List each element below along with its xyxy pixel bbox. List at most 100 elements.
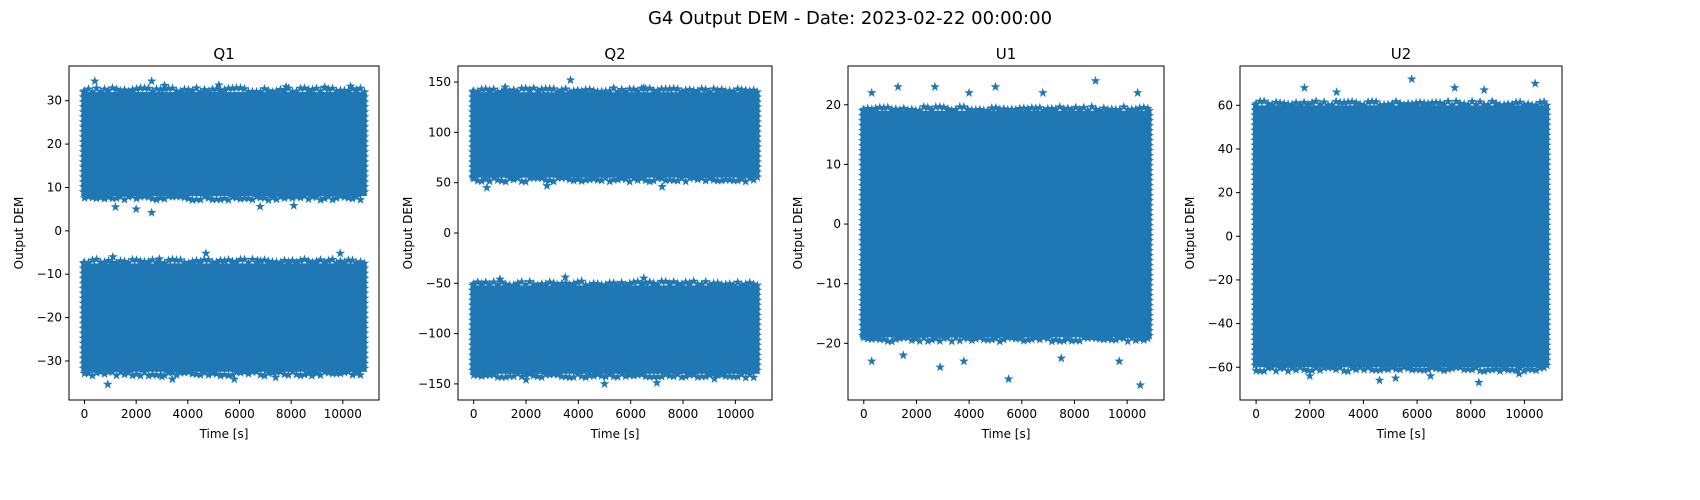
x-axis-label: Time [s] [590, 427, 640, 441]
outlier-point [565, 75, 576, 85]
y-tick-label: −150 [418, 377, 451, 391]
outlier-point [131, 204, 141, 214]
x-tick-label: 0 [470, 407, 478, 421]
panel-q1: Q1 0 2000 4000 6000 8000 10000 −30 −20 −10 0 10 20 30… [12, 45, 380, 441]
y-tick-label: 20 [826, 98, 841, 112]
x-axis-label: Time [s] [199, 427, 249, 441]
axes-frame [1239, 65, 1563, 401]
outlier-point [893, 81, 903, 91]
x-tick-label: 10000 [1505, 407, 1543, 421]
y-axis-label: Output DEM [12, 197, 26, 270]
y-tick-label: −50 [426, 276, 451, 290]
x-tick-label: 4000 [173, 407, 204, 421]
y-tick-label: 0 [443, 226, 451, 240]
panel-u2: U2 0 2000 4000 6000 8000 10000 −60 −40 −20 0 20 40 60… [1183, 45, 1563, 441]
outlier-point [964, 87, 974, 97]
point-band-1 [81, 92, 367, 197]
outlier-point [102, 379, 113, 389]
y-tick-label: 20 [1218, 186, 1233, 200]
y-tick-label: 0 [833, 217, 841, 231]
subplot-title: U2 [1391, 45, 1412, 63]
outlier-point [990, 81, 1001, 91]
y-tick-label: −20 [816, 336, 841, 350]
point-band-2 [81, 263, 367, 372]
y-tick-label: 10 [47, 180, 62, 194]
x-tick-label: 6000 [1007, 407, 1038, 421]
y-tick-label: 0 [54, 224, 62, 238]
y-tick-label: −30 [37, 354, 62, 368]
outlier-point [935, 362, 945, 372]
outlier-point [866, 356, 877, 366]
x-tick-label: 2000 [901, 407, 932, 421]
panel-u1: U1 0 2000 4000 6000 8000 10000 −20 −10 0 10 20 Time … [791, 45, 1165, 441]
outlier-point [1132, 87, 1143, 97]
x-tick-label: 6000 [1402, 407, 1433, 421]
outlier-point [1530, 78, 1540, 88]
outlier-point [1406, 74, 1417, 84]
outlier-point [1390, 373, 1401, 383]
y-tick-label: 150 [428, 75, 451, 89]
x-tick-label: 10000 [716, 407, 754, 421]
outlier-point [335, 248, 346, 258]
scatter-series [78, 76, 370, 389]
x-tick-label: 4000 [954, 407, 985, 421]
scatter-series [858, 75, 1154, 390]
x-axis-label: Time [s] [981, 427, 1031, 441]
x-tick-label: 2000 [1294, 407, 1325, 421]
point-band-1 [1253, 105, 1549, 368]
y-tick-label: −10 [37, 267, 62, 281]
x-tick-label: 0 [1252, 407, 1260, 421]
x-tick-label: 8000 [1059, 407, 1090, 421]
x-tick-label: 10000 [324, 407, 362, 421]
x-tick-label: 4000 [563, 407, 594, 421]
y-tick-label: 100 [428, 125, 451, 139]
outlier-point [146, 207, 157, 217]
x-tick-label: 8000 [276, 407, 307, 421]
y-tick-label: 10 [826, 157, 841, 171]
scatter-series [467, 75, 763, 389]
outlier-point [866, 87, 877, 97]
y-tick-label: 60 [1218, 98, 1233, 112]
outlier-point [1056, 353, 1067, 363]
y-tick-label: 20 [47, 137, 62, 151]
outlier-point [255, 201, 265, 211]
outlier-point [1299, 82, 1310, 92]
outlier-point [90, 76, 100, 86]
x-tick-label: 2000 [511, 407, 542, 421]
x-tick-label: 8000 [1455, 407, 1486, 421]
axes-frame [847, 65, 1165, 401]
subplot-title: Q2 [604, 45, 625, 63]
outlier-point [959, 356, 969, 366]
outlier-point [599, 378, 610, 389]
y-tick-label: 30 [47, 94, 62, 108]
x-tick-label: 2000 [121, 407, 152, 421]
y-axis-label: Output DEM [401, 197, 415, 270]
outlier-point [898, 350, 909, 360]
y-tick-label: 0 [1225, 229, 1233, 243]
outlier-point [1374, 375, 1385, 385]
subplot-title: U1 [996, 45, 1017, 63]
y-tick-label: −100 [418, 327, 451, 341]
x-tick-label: 10000 [1108, 407, 1146, 421]
axes-frame [68, 65, 380, 401]
y-tick-label: −20 [1208, 273, 1233, 287]
outlier-point [1003, 374, 1014, 384]
point-band-1 [860, 110, 1152, 338]
y-axis-label: Output DEM [791, 197, 805, 270]
outlier-point [1425, 370, 1436, 381]
x-tick-label: 6000 [224, 407, 255, 421]
x-tick-label: 8000 [668, 407, 699, 421]
outlier-point [1135, 380, 1146, 390]
subplot-title: Q1 [213, 45, 234, 63]
panel-q2: Q2 0 2000 4000 6000 8000 10000 −150 −100 −50 0 50 10… [401, 45, 773, 441]
x-tick-label: 6000 [615, 407, 646, 421]
y-tick-label: −60 [1208, 360, 1233, 374]
outlier-point [657, 181, 667, 191]
y-tick-label: 50 [436, 176, 451, 190]
x-tick-label: 0 [81, 407, 89, 421]
y-tick-label: −10 [816, 277, 841, 291]
outlier-point [1038, 87, 1048, 97]
outlier-point [1331, 87, 1342, 97]
